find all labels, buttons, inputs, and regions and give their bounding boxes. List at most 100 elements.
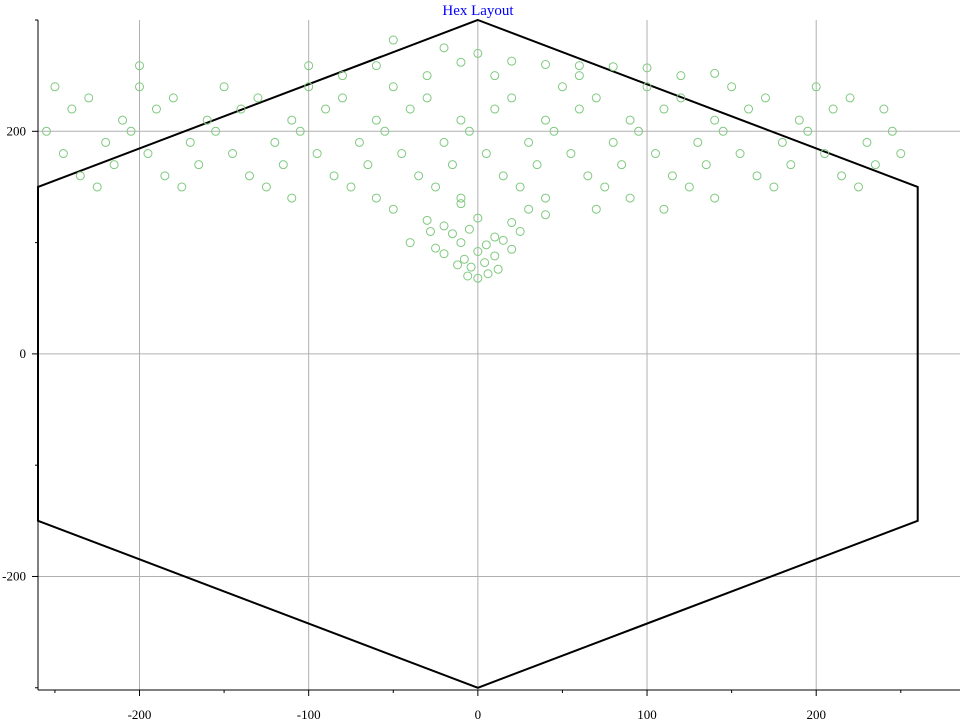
scatter-point <box>456 115 466 125</box>
scatter-point <box>862 137 872 147</box>
scatter-point <box>425 226 435 236</box>
scatter-point <box>803 126 813 136</box>
scatter-point <box>483 269 493 279</box>
scatter-point <box>414 171 424 181</box>
scatter-point <box>253 93 263 103</box>
scatter-point <box>463 271 473 281</box>
scatter-point <box>481 240 491 250</box>
scatter-point <box>490 104 500 114</box>
scatter-point <box>583 171 593 181</box>
scatter-point <box>312 149 322 159</box>
scatter-point <box>431 243 441 253</box>
scatter-point <box>194 160 204 170</box>
scatter-point <box>228 149 238 159</box>
scatter-point <box>118 115 128 125</box>
scatter-point <box>75 171 85 181</box>
scatter-point <box>591 204 601 214</box>
scatter-point <box>126 126 136 136</box>
scatter-point <box>459 254 469 264</box>
scatter-point <box>380 126 390 136</box>
scatter-point <box>710 193 720 203</box>
scatter-point <box>447 229 457 239</box>
scatter-point <box>464 126 474 136</box>
scatter-point <box>744 104 754 114</box>
scatter-point <box>41 126 51 136</box>
axes: -200 -100 0 100 200 -200 0 200 <box>2 19 960 720</box>
x-tick-label: 0 <box>475 707 482 720</box>
scatter-point <box>371 193 381 203</box>
scatter-point <box>853 182 863 192</box>
scatter-point <box>727 82 737 92</box>
x-tick-label: 200 <box>806 707 826 720</box>
scatter-point <box>760 93 770 103</box>
scatter-point <box>480 258 490 268</box>
scatter-point <box>786 160 796 170</box>
scatter-point <box>549 126 559 136</box>
scatter-point <box>642 63 652 73</box>
scatter-point <box>820 149 830 159</box>
scatter-point <box>515 182 525 192</box>
scatter-point <box>608 137 618 147</box>
scatter-point <box>701 160 711 170</box>
scatter-point <box>507 218 517 228</box>
scatter-point <box>456 193 466 203</box>
scatter-point <box>135 82 145 92</box>
scatter-point <box>659 204 669 214</box>
scatter-point <box>617 160 627 170</box>
scatter-point <box>388 204 398 214</box>
scatter-point <box>261 182 271 192</box>
scatter-point <box>676 71 686 81</box>
scatter-point <box>634 126 644 136</box>
scatter-point <box>507 93 517 103</box>
scatter-point <box>453 260 463 270</box>
scatter-point <box>574 61 584 71</box>
scatter-point <box>329 171 339 181</box>
scatter-point <box>431 182 441 192</box>
scatter-point <box>870 160 880 170</box>
scatter-point <box>608 62 618 72</box>
scatter-points <box>41 35 906 283</box>
scatter-point <box>439 221 449 231</box>
hexagon-outline <box>37 18 919 689</box>
scatter-point <box>625 115 635 125</box>
scatter-point <box>752 171 762 181</box>
scatter-point <box>490 251 500 261</box>
scatter-point <box>168 93 178 103</box>
scatter-point <box>507 244 517 254</box>
scatter-point <box>338 93 348 103</box>
scatter-point <box>287 115 297 125</box>
scatter-point <box>541 210 551 220</box>
scatter-point <box>109 160 119 170</box>
scatter-point <box>532 160 542 170</box>
scatter-point <box>625 193 635 203</box>
scatter-point <box>422 93 432 103</box>
scatter-point <box>101 137 111 147</box>
scatter-point <box>473 246 483 256</box>
scatter-point <box>600 182 610 192</box>
scatter-point <box>464 224 474 234</box>
scatter-point <box>405 104 415 114</box>
scatter-point <box>541 193 551 203</box>
scatter-point <box>363 160 373 170</box>
scatter-point <box>439 137 449 147</box>
scatter-point <box>735 149 745 159</box>
scatter-point <box>160 171 170 181</box>
scatter-point <box>388 35 398 45</box>
scatter-point <box>58 149 68 159</box>
scatter-point <box>244 171 254 181</box>
scatter-point <box>219 82 229 92</box>
scatter-point <box>287 193 297 203</box>
scatter-point <box>887 126 897 136</box>
scatter-point <box>828 104 838 114</box>
scatter-point <box>693 137 703 147</box>
scatter-point <box>515 226 525 236</box>
scatter-point <box>718 126 728 136</box>
scatter-point <box>422 71 432 81</box>
scatter-point <box>278 160 288 170</box>
grid-lines <box>38 20 960 690</box>
scatter-point <box>642 82 652 92</box>
scatter-point <box>710 68 720 78</box>
scatter-point <box>498 235 508 245</box>
